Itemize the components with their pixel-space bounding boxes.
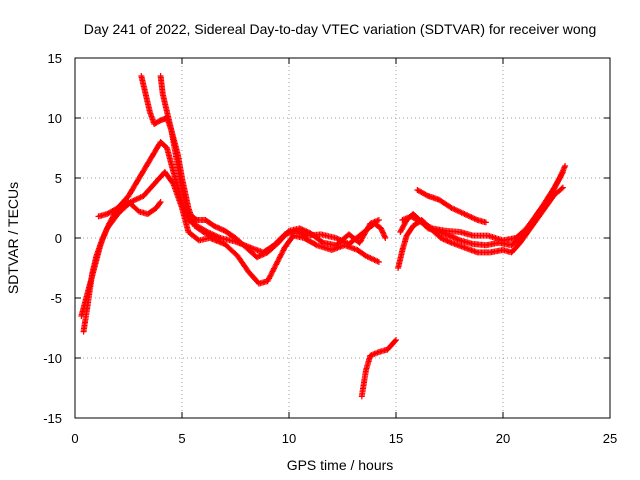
x-tick-label: 20 xyxy=(496,431,510,446)
x-tick-label: 10 xyxy=(282,431,296,446)
data-point-markers xyxy=(78,169,382,319)
y-tick-label: 15 xyxy=(48,51,62,66)
series-track-f xyxy=(358,337,399,400)
data-series xyxy=(78,73,569,400)
series-track-e xyxy=(157,73,218,241)
axis-ticks: 0 5 10 15 20 25 -15 -10 -5 0 5 10 15 xyxy=(43,51,617,446)
series-track-b xyxy=(78,169,382,319)
data-point-markers xyxy=(358,337,399,400)
chart-title: Day 241 of 2022, Sidereal Day-to-day VTE… xyxy=(84,21,597,37)
data-point-markers xyxy=(95,199,164,220)
data-point-markers xyxy=(399,163,569,244)
y-tick-label: 0 xyxy=(55,231,62,246)
y-axis-title: SDTVAR / TECUs xyxy=(5,182,21,294)
y-tick-label: 10 xyxy=(48,111,62,126)
x-tick-label: 0 xyxy=(71,431,78,446)
data-point-markers xyxy=(414,187,489,226)
data-point-markers xyxy=(157,73,218,241)
y-tick-label: 5 xyxy=(55,171,62,186)
y-tick-label: -15 xyxy=(43,411,62,426)
x-axis-title: GPS time / hours xyxy=(287,457,394,473)
x-tick-label: 25 xyxy=(603,431,617,446)
series-track-j xyxy=(399,163,569,244)
series-track-i xyxy=(414,187,489,226)
y-tick-label: -10 xyxy=(43,351,62,366)
x-tick-label: 5 xyxy=(178,431,185,446)
series-track-c xyxy=(95,199,164,220)
y-tick-label: -5 xyxy=(50,291,62,306)
x-tick-label: 15 xyxy=(389,431,403,446)
